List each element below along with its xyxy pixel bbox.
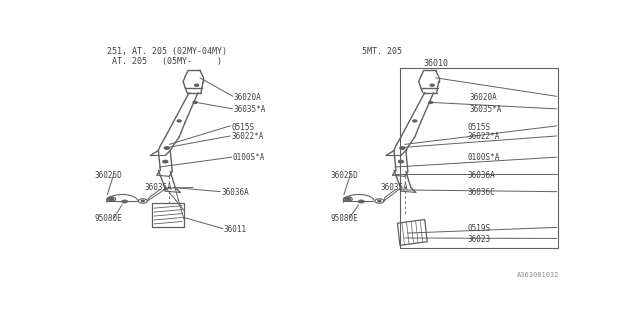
Circle shape [195,84,198,86]
Text: 36010: 36010 [424,59,449,68]
Text: 251, AT. 205 (02MY-04MY): 251, AT. 205 (02MY-04MY) [107,47,227,56]
Text: 36023: 36023 [468,235,491,244]
Text: 95080E: 95080E [95,214,123,223]
Text: 36036A: 36036A [468,171,495,180]
Circle shape [141,200,144,202]
Text: 0515S: 0515S [231,123,255,132]
Text: 0519S: 0519S [468,224,491,233]
Text: 5MT. 205: 5MT. 205 [362,47,402,56]
Bar [400,68,557,248]
Text: 36036C: 36036C [468,188,495,197]
Circle shape [109,198,114,200]
Circle shape [429,101,433,103]
Circle shape [378,200,381,202]
Circle shape [399,160,403,163]
Circle shape [123,201,126,202]
Text: 36022*A: 36022*A [231,132,264,141]
Text: 36025D: 36025D [95,171,123,180]
Circle shape [346,198,350,200]
Text: 0100S*A: 0100S*A [468,153,500,163]
Text: 36035*A: 36035*A [234,105,266,114]
Text: A363001032: A363001032 [516,272,559,278]
Text: 0100S*A: 0100S*A [233,153,265,163]
Bar [152,204,184,227]
Text: 36036A: 36036A [221,188,249,197]
Circle shape [163,160,168,163]
Text: AT. 205   (05MY-     ): AT. 205 (05MY- ) [112,57,222,66]
Text: 36025D: 36025D [330,171,358,180]
Circle shape [177,120,181,122]
Text: 36020A: 36020A [469,93,497,102]
Text: 95080E: 95080E [330,214,358,223]
Circle shape [193,101,197,103]
Circle shape [164,147,169,149]
Circle shape [430,84,434,86]
Circle shape [413,120,417,122]
Circle shape [360,201,363,202]
Text: 36035A: 36035A [145,183,172,192]
Text: 36020A: 36020A [234,93,262,102]
Circle shape [400,147,405,149]
Text: 36035A: 36035A [380,183,408,192]
Text: 0515S: 0515S [468,123,491,132]
Text: 36035*A: 36035*A [469,105,502,114]
Text: 36011: 36011 [224,225,247,234]
Text: 36022*A: 36022*A [468,132,500,141]
